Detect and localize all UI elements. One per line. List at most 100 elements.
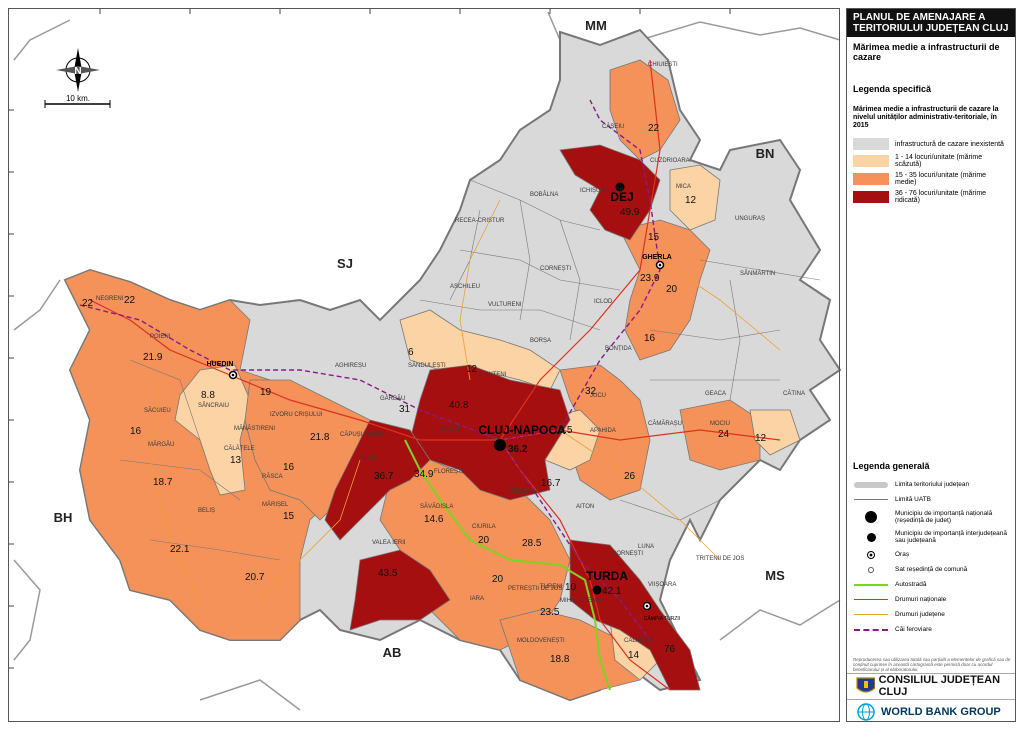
value-label: 42.1	[602, 586, 622, 597]
value-label: 21.9	[143, 352, 163, 363]
legend-general-label: Sat reședință de comună	[895, 566, 968, 573]
value-label: 12	[466, 364, 478, 375]
place-label: CIURILA	[472, 524, 496, 530]
place-label: MĂRIȘEL	[262, 501, 289, 508]
value-label: 14	[628, 650, 640, 661]
legend-class-label: infrastructură de cazare inexistentă	[895, 140, 1004, 148]
disclaimer: Reproducerea sau utilizarea totală sau p…	[853, 657, 1011, 672]
place-label: RECEA-CRISTUR	[455, 218, 505, 224]
neighbour-borders	[13, 11, 841, 711]
place-label: SĂNDULEȘTI	[408, 362, 446, 369]
place-label: CALARAȘI	[624, 638, 654, 644]
place-label: FELEACU	[510, 489, 538, 495]
value-label: 16	[644, 333, 656, 344]
city-campia-turzii: CÂMPIA TURZII	[644, 615, 680, 622]
place-label: CĂLĂȚELE	[224, 445, 255, 452]
place-label: JUCU	[590, 393, 606, 399]
value-label: 22	[82, 298, 94, 309]
place-label: RĂSCA	[262, 473, 283, 480]
legend-general-label: Oraș	[895, 551, 910, 558]
swatch-none	[853, 138, 889, 150]
railway-south	[499, 439, 651, 641]
place-label: VULTURENI	[488, 302, 522, 308]
value-label: 16.7	[541, 478, 561, 489]
city-turda: TURDA	[586, 569, 628, 583]
place-label: BELIȘ	[198, 508, 215, 514]
logo-cj-text: CONSILIUL JUDEȚEAN CLUJ	[878, 674, 1001, 698]
place-label: LUNA	[638, 544, 654, 550]
value-label: 22	[124, 295, 136, 306]
swatch-high	[853, 191, 889, 203]
value-label: 14.6	[424, 514, 444, 525]
value-label: 18.8	[550, 654, 570, 665]
place-label: CHIUIEȘTI	[648, 62, 678, 68]
legend-general-label: Autostradă	[895, 581, 927, 588]
legend-general-label: Municipiu de importanță națională (reșed…	[895, 510, 993, 524]
place-label: GEACA	[705, 391, 726, 397]
legend-general-label: Drumuri județene	[895, 611, 945, 618]
place-label: ASCHILEU	[450, 284, 480, 290]
commune-symbol	[853, 563, 889, 577]
place-label: NEGRENI	[96, 296, 124, 302]
legend-specific-title: Legenda specifică	[853, 84, 932, 94]
place-label: MIHAI VITEAZU	[560, 598, 604, 604]
uatb-borders	[119, 179, 821, 561]
legend-general-label: Municipiu de importanță interjudețeană s…	[895, 530, 1008, 544]
place-label: ICHIȘU DE JOS	[580, 188, 624, 194]
place-label: GILĂU	[360, 455, 378, 462]
north-label: N	[74, 66, 81, 77]
value-label: 8.8	[201, 390, 215, 401]
value-label: 13.5	[553, 425, 573, 436]
place-label: CUZDRIOARA	[650, 158, 690, 164]
logo-world-bank: WORLD BANK GROUP	[847, 699, 1015, 724]
map-subtitle: Mărimea medie a infrastructurii de cazar…	[853, 42, 1000, 62]
value-label: 16	[130, 426, 142, 437]
scale-label: 10 km.	[66, 94, 90, 103]
legend-general-title: Legenda generală	[853, 461, 930, 471]
railway-line	[853, 623, 889, 637]
medium-dot-symbol	[853, 530, 889, 544]
value-label: 12	[685, 195, 697, 206]
place-label: BONȚIDA	[605, 346, 632, 352]
place-label: GÂRBĂU	[380, 395, 405, 402]
place-label: AGHIREȘU	[335, 363, 366, 369]
class-low-ne	[669, 164, 721, 231]
value-label: 15	[283, 511, 295, 522]
place-label: IARA	[470, 596, 484, 602]
county-bh: BH	[54, 510, 73, 525]
value-label: 34.9	[414, 469, 434, 480]
value-label: 31	[399, 404, 411, 415]
value-label: 13	[230, 455, 242, 466]
legend-class-low: 1 - 14 locuri/unitate (mărime scăzută)	[847, 152, 1015, 170]
value-label: 20	[492, 574, 504, 585]
value-label: 23.9	[640, 273, 660, 284]
legend-general-label: Limită UATB	[895, 496, 931, 503]
legend-class-high: 36 - 76 locuri/unitate (mărime ridicată)	[847, 188, 1015, 206]
place-label: CORNEȘTI	[540, 266, 571, 272]
value-label: 49.9	[620, 207, 640, 218]
place-label: MICA	[676, 184, 691, 190]
city-dej: DEJ	[610, 190, 633, 204]
value-label: 20	[478, 535, 490, 546]
place-label: SÂNMĂRTIN	[740, 270, 775, 277]
legend-general-item: Limita teritoriului județean	[847, 477, 1015, 492]
legend-general-label: Drumuri naționale	[895, 596, 947, 603]
county-border-symbol	[853, 478, 889, 492]
value-label: 20	[666, 284, 678, 295]
legend-general-item: Municipiu de importanță națională (reșed…	[847, 507, 1015, 527]
class-high-iara	[349, 549, 451, 631]
globe-icon	[857, 703, 875, 721]
value-label: 22	[648, 123, 660, 134]
place-label: TRITENII DE JOS	[696, 556, 744, 562]
place-markers	[228, 182, 665, 611]
place-label: BORȘA	[530, 338, 551, 344]
place-label: MOLDOVENEȘTI	[517, 638, 565, 644]
crest-icon	[856, 677, 875, 693]
place-label: PETREȘTII DE JOS	[508, 586, 562, 592]
place-label: UNGURAȘ	[735, 216, 765, 222]
town-symbol	[853, 548, 889, 562]
place-labels: CHIUIEȘTI CĂȘEIU CUZDRIOARA MICA UNGURAȘ…	[96, 62, 805, 644]
place-label: SĂVĂDISLA	[420, 503, 453, 510]
county-road-line	[853, 608, 889, 622]
